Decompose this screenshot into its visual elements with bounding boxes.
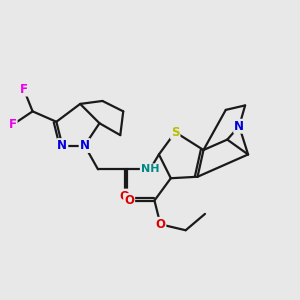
Text: F: F: [20, 82, 28, 96]
Text: N: N: [234, 120, 244, 133]
Text: O: O: [120, 190, 130, 202]
Text: O: O: [124, 194, 134, 207]
Text: N: N: [80, 139, 90, 152]
Text: S: S: [171, 126, 179, 139]
Text: NH: NH: [141, 164, 159, 174]
Text: F: F: [9, 118, 17, 131]
Text: O: O: [155, 218, 165, 231]
Text: N: N: [57, 139, 67, 152]
